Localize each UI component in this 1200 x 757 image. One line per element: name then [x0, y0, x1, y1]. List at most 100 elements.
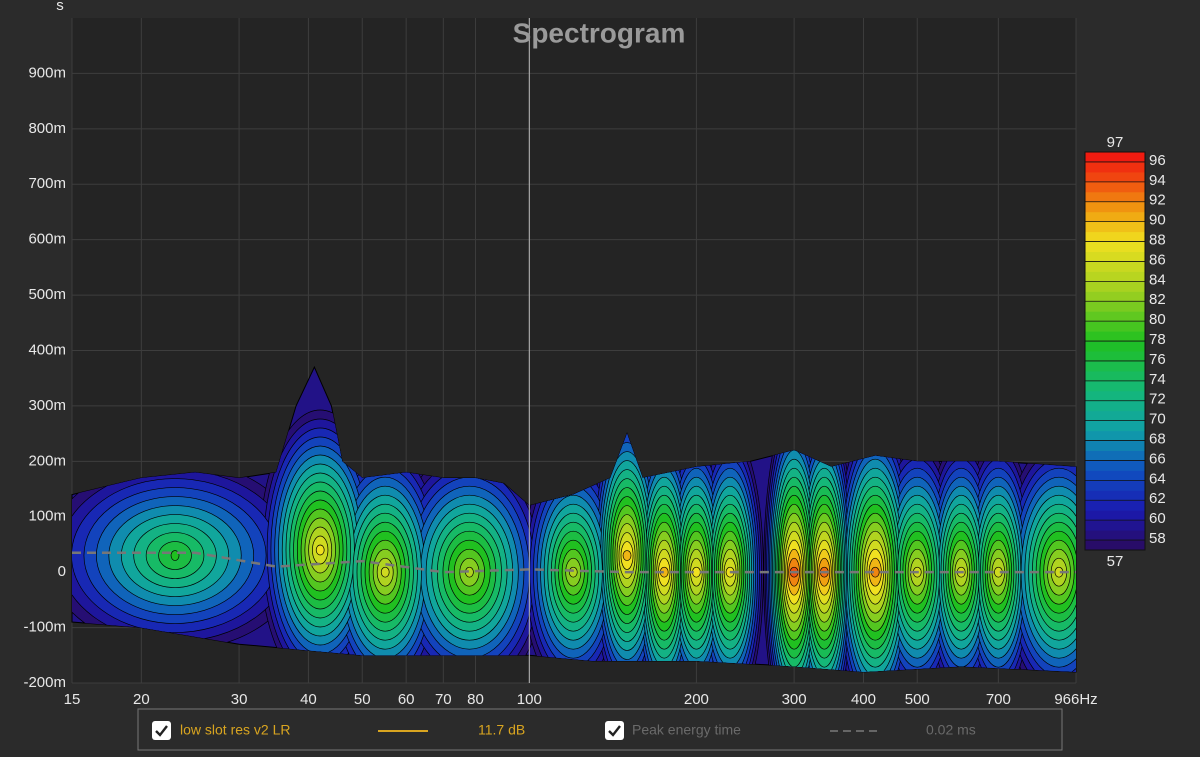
colorbar-label: 66	[1149, 450, 1166, 467]
x-tick-label: 966Hz	[1054, 691, 1097, 708]
legend-box	[137, 708, 1063, 751]
x-tick-label: 100	[517, 691, 542, 708]
colorbar-band	[1085, 171, 1145, 183]
colorbar-max: 97	[1107, 134, 1124, 151]
colorbar-band	[1085, 211, 1145, 223]
colorbar-band	[1085, 301, 1145, 312]
colorbar-label: 74	[1149, 371, 1166, 388]
checkbox[interactable]	[152, 721, 171, 740]
y-tick-label: -100m	[23, 619, 66, 636]
y-tick-label: 200m	[28, 452, 66, 469]
colorbar-band	[1085, 181, 1145, 193]
colorbar-label: 62	[1149, 490, 1166, 507]
colorbar-band	[1085, 201, 1145, 213]
colorbar-min: 57	[1107, 553, 1124, 570]
colorbar-band	[1085, 152, 1145, 163]
colorbar-label: 80	[1149, 311, 1166, 328]
colorbar-band	[1085, 221, 1145, 233]
peak	[380, 566, 390, 578]
peak	[622, 550, 632, 561]
colorbar-frame	[1084, 151, 1146, 551]
colorbar-label: 70	[1149, 411, 1166, 428]
colorbar-label: 96	[1149, 152, 1166, 169]
colorbar-band	[1085, 420, 1145, 432]
colorbar-band	[1085, 530, 1145, 541]
colorbar-label: 86	[1149, 251, 1166, 268]
colorbar-label: 64	[1149, 470, 1166, 487]
y-tick-label: 100m	[28, 508, 66, 525]
colorbar-band	[1085, 271, 1145, 282]
x-tick-label: 60	[398, 691, 415, 708]
colorbar-band	[1085, 261, 1145, 272]
colorbar-band	[1085, 450, 1145, 461]
colorbar-label: 82	[1149, 291, 1166, 308]
y-tick-label: 400m	[28, 341, 66, 358]
peak	[568, 566, 578, 578]
colorbar-label: 76	[1149, 351, 1166, 368]
colorbar-band	[1085, 321, 1145, 332]
colorbar-band	[1085, 231, 1145, 243]
colorbar-band	[1085, 351, 1145, 362]
contours	[72, 404, 1076, 672]
colorbar-label: 68	[1149, 431, 1166, 448]
colorbar-band	[1085, 360, 1145, 372]
y-tick-label: 500m	[28, 286, 66, 303]
colorbar-band	[1085, 440, 1145, 451]
legend-value: 11.7 dB	[478, 722, 525, 738]
colorbar-band	[1085, 331, 1145, 342]
colorbar-band	[1085, 480, 1145, 491]
colorbar-band	[1085, 500, 1145, 511]
x-tick-label: 80	[467, 691, 484, 708]
colorbar-band	[1085, 470, 1145, 481]
legend-peak-name: Peak energy time	[632, 722, 741, 738]
colorbar-band	[1085, 540, 1145, 551]
colorbar-band	[1085, 390, 1145, 402]
axes: 15 20 30 40 50 60 70 80 100 200 300 400 500 700 966Hz -…	[23, 64, 1097, 708]
colorbar-band	[1085, 490, 1145, 501]
chart-title: Spectrogram	[513, 17, 686, 48]
x-tick-label: 20	[133, 691, 150, 708]
colorbar-label: 58	[1149, 530, 1166, 547]
x-tick-label: 30	[231, 691, 248, 708]
x-tick-label: 70	[435, 691, 452, 708]
colorbar-band	[1085, 311, 1145, 322]
spectrogram	[71, 18, 1077, 683]
x-tick-label: 400	[851, 691, 876, 708]
colorbar-band	[1085, 341, 1145, 352]
colorbar-band	[1085, 510, 1145, 521]
y-tick-label: 900m	[28, 64, 66, 81]
legend-peak-value: 0.02 ms	[926, 722, 976, 738]
colorbar-label: 72	[1149, 391, 1166, 408]
colorbar-label: 90	[1149, 212, 1166, 229]
y-tick-label: 800m	[28, 120, 66, 137]
colorbar-band	[1085, 291, 1145, 302]
x-tick-label: 300	[782, 691, 807, 708]
colorbar-label: 84	[1149, 271, 1166, 288]
x-tick-label: 15	[64, 691, 81, 708]
x-tick-label: 500	[905, 691, 930, 708]
colorbar-band	[1085, 380, 1145, 392]
checkbox[interactable]	[605, 721, 624, 740]
x-tick-label: 50	[354, 691, 371, 708]
colorbar-band	[1085, 191, 1145, 203]
x-tick-label: 200	[684, 691, 709, 708]
colorbar-band	[1085, 241, 1145, 252]
colorbar-label: 94	[1149, 172, 1166, 189]
y-tick-label: -200m	[23, 674, 66, 691]
colorbar-label: 92	[1149, 192, 1166, 209]
colorbar-band	[1085, 400, 1145, 412]
colorbar-band	[1085, 161, 1145, 173]
colorbar-band	[1085, 251, 1145, 262]
colorbar-band	[1085, 430, 1145, 442]
peak-energy-line	[72, 551, 1076, 574]
colorbar-band	[1085, 370, 1145, 382]
colorbar-label: 88	[1149, 232, 1166, 249]
x-tick-label: 40	[300, 691, 317, 708]
peak	[315, 544, 325, 556]
y-tick-label: 300m	[28, 397, 66, 414]
y-tick-label: 600m	[28, 231, 66, 248]
y-axis-label: s	[56, 0, 64, 14]
colorbar-band	[1085, 281, 1145, 292]
